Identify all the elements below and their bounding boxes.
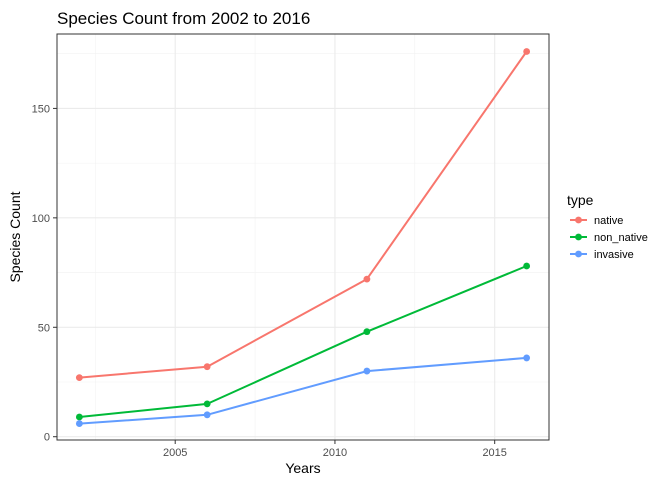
legend-key-point <box>575 216 582 224</box>
legend-key-point <box>575 233 582 241</box>
x-tick-label: 2005 <box>163 447 187 459</box>
legend-label: non_native <box>594 232 648 244</box>
legend-title: type <box>567 192 594 208</box>
x-tick-label: 2010 <box>323 447 347 459</box>
series-native <box>75 48 531 382</box>
data-point-invasive <box>75 420 83 427</box>
data-point-invasive <box>203 411 211 419</box>
legend-item-native: native <box>570 215 623 227</box>
y-axis-title: Species Count <box>7 191 23 282</box>
x-tick-label: 2015 <box>482 447 506 459</box>
legend: type native non_native invasive <box>567 192 648 261</box>
axis-ticks: 2005 2010 2015 0 50 100 150 <box>32 103 507 459</box>
series-line-invasive <box>79 356 527 425</box>
data-point-non_native <box>523 262 531 270</box>
data-point-non_native <box>75 413 83 421</box>
y-tick-label: 50 <box>38 322 50 334</box>
series-line-native <box>79 50 528 379</box>
y-tick-label: 100 <box>32 213 50 225</box>
x-axis-title: Years <box>285 460 320 476</box>
data-point-native <box>523 48 531 55</box>
data-point-native <box>363 275 371 283</box>
y-tick-label: 150 <box>32 103 50 115</box>
grid-lines <box>57 34 549 440</box>
data-series <box>75 48 531 427</box>
chart-title: Species Count from 2002 to 2016 <box>57 9 310 28</box>
data-point-non_native <box>203 400 211 408</box>
data-point-native <box>75 374 83 382</box>
legend-key-point <box>575 250 582 258</box>
data-point-invasive <box>523 354 531 362</box>
y-tick-label: 0 <box>44 432 50 444</box>
data-point-non_native <box>363 328 371 336</box>
series-line-non_native <box>79 265 527 418</box>
plot-panel-border <box>56 33 550 441</box>
series-invasive <box>75 354 531 427</box>
legend-item-invasive: invasive <box>570 249 634 261</box>
legend-label: invasive <box>594 249 634 261</box>
data-point-invasive <box>363 367 371 375</box>
data-point-native <box>203 363 211 371</box>
legend-item-non_native: non_native <box>570 232 648 244</box>
legend-label: native <box>594 215 623 227</box>
series-non_native <box>75 262 531 421</box>
legend-items: native non_native invasive <box>570 215 648 261</box>
